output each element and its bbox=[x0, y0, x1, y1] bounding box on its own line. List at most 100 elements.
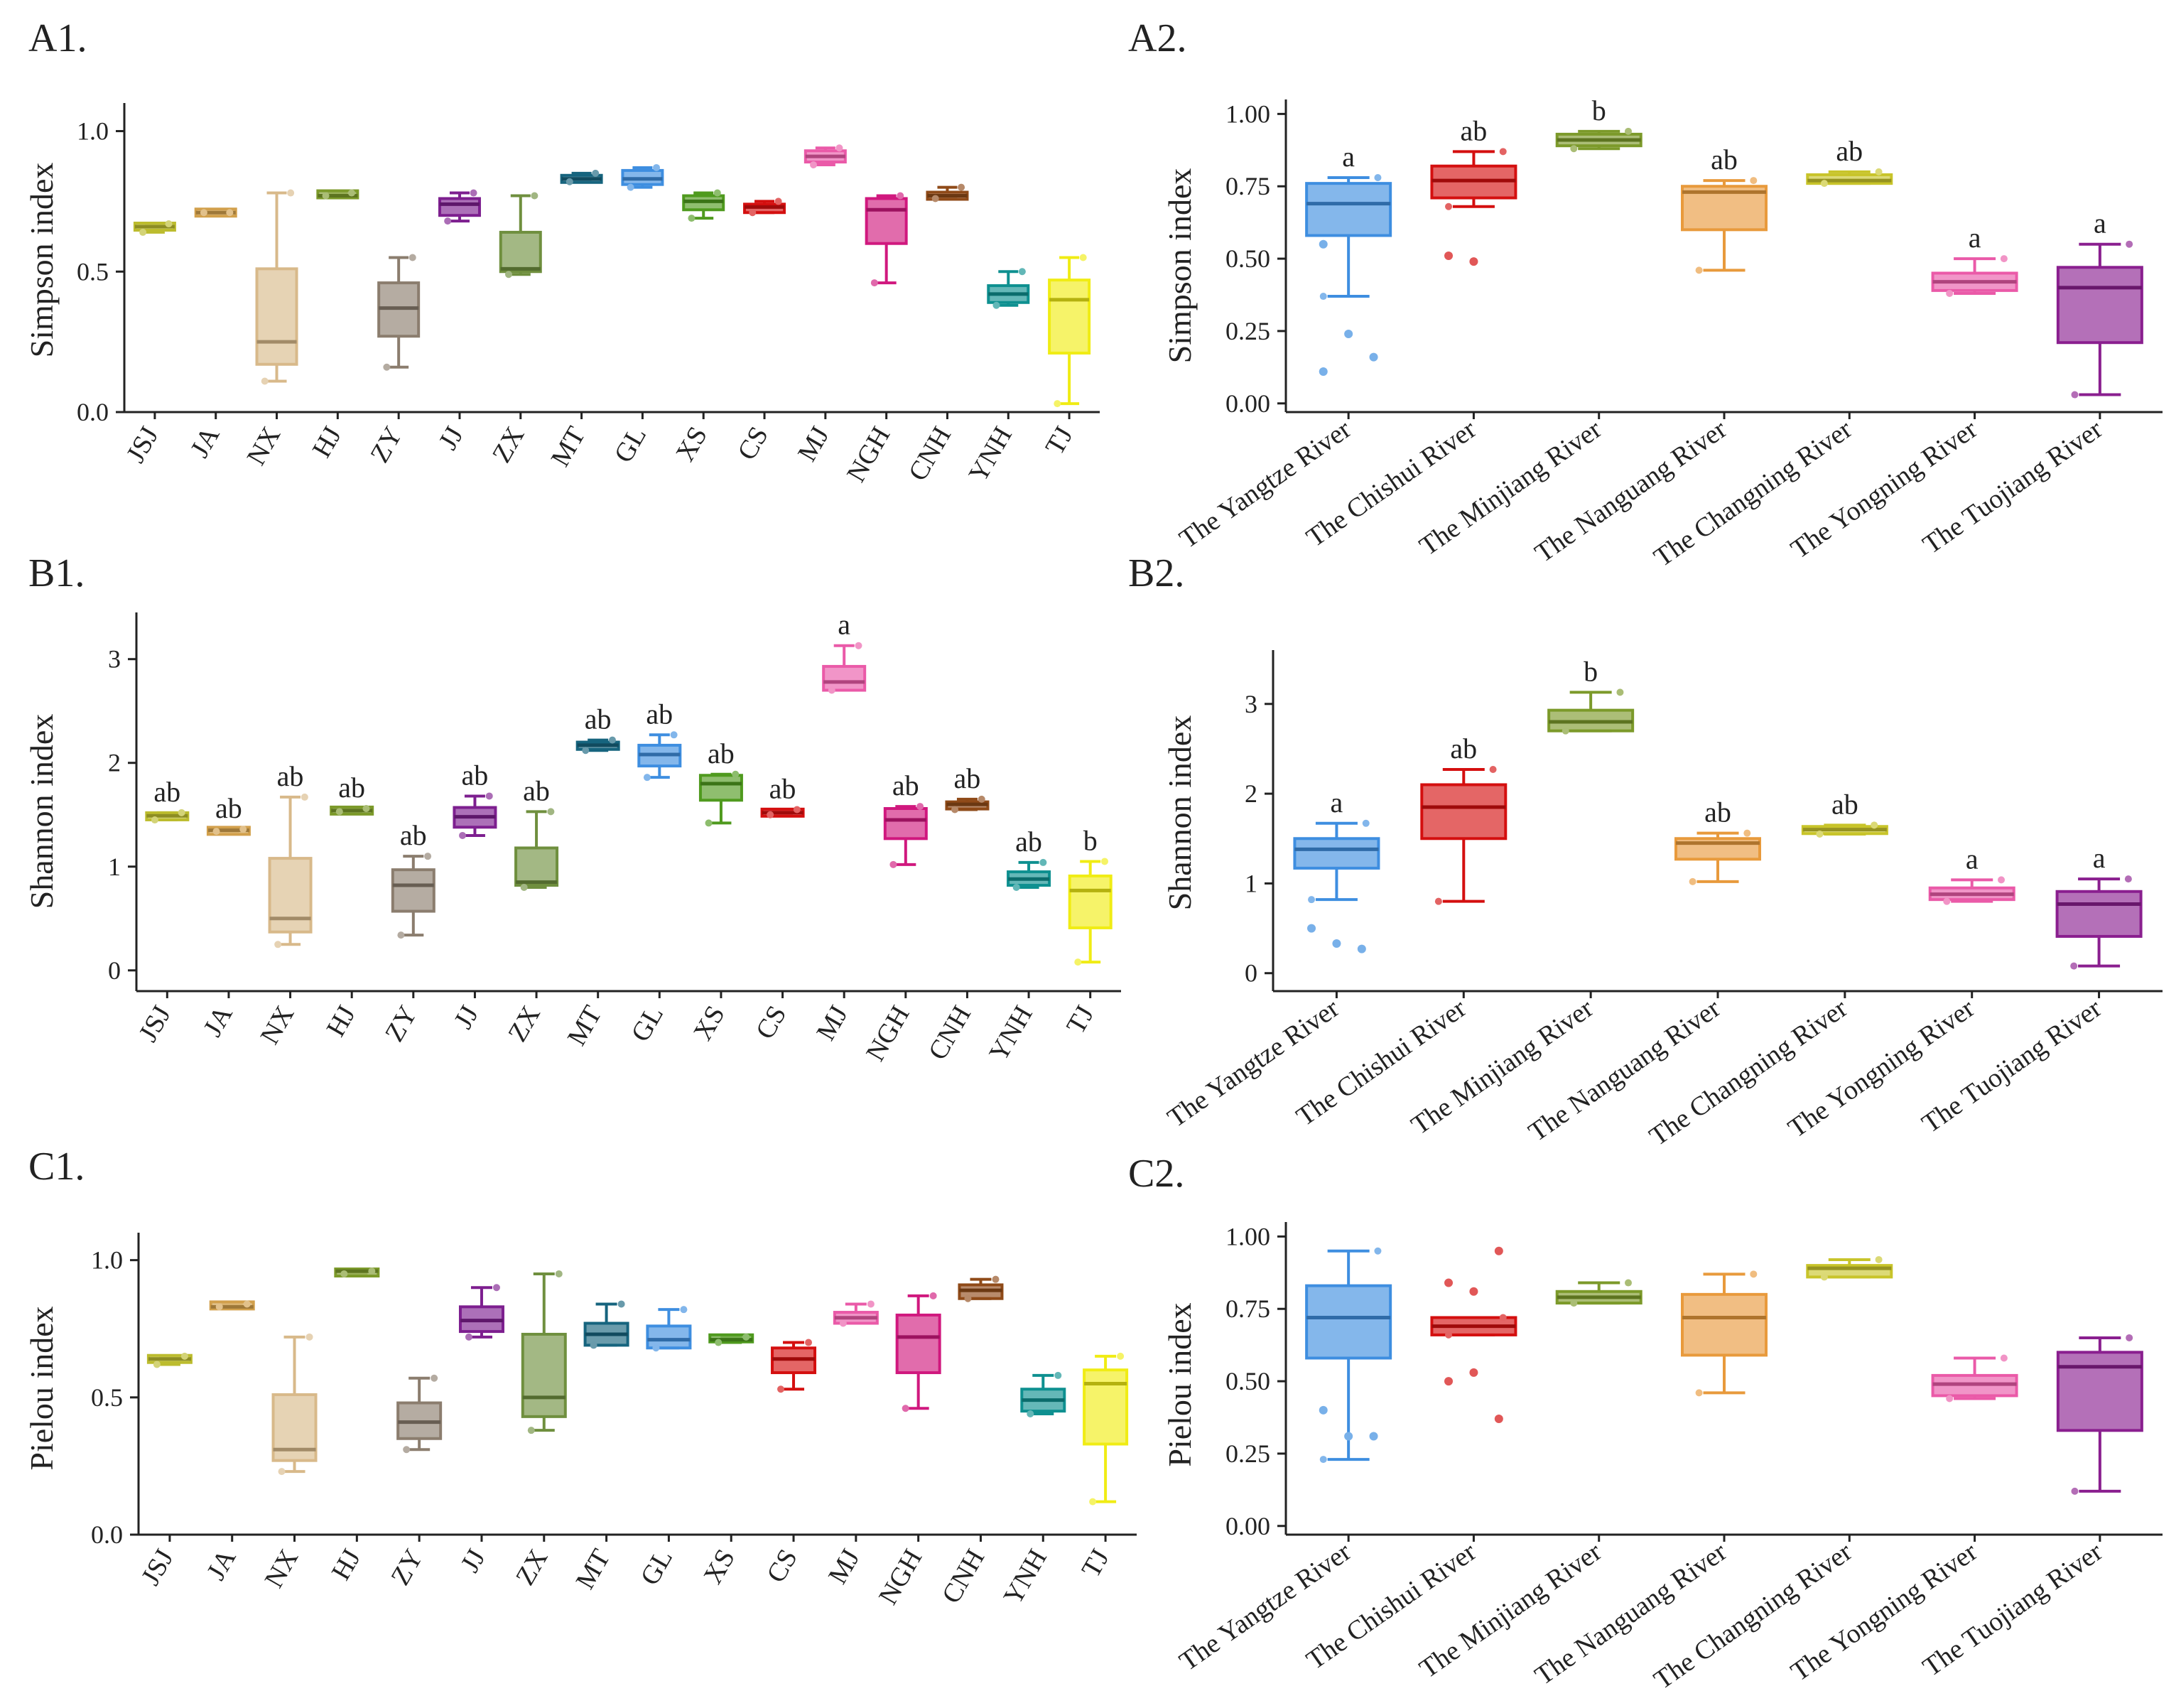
data-point bbox=[1445, 1331, 1453, 1339]
x-category-label: HJ bbox=[326, 1545, 367, 1586]
box-hj: HJ bbox=[326, 1268, 380, 1586]
significance-letter: ab bbox=[1015, 826, 1042, 858]
data-point bbox=[643, 774, 651, 782]
box-cnh: CNH bbox=[936, 1275, 1004, 1609]
panel-a1: A1. 0.0 0.5 1.0 Simpson index JSJ JA NX HJ ZY JJ ZX… bbox=[23, 16, 1100, 487]
x-category-label: CNH bbox=[936, 1545, 990, 1609]
data-point bbox=[444, 217, 452, 225]
data-point bbox=[1616, 688, 1624, 696]
data-point bbox=[305, 1333, 313, 1341]
box-body bbox=[2056, 1351, 2143, 1432]
x-category-label: GL bbox=[625, 1001, 669, 1047]
panel-label: B2. bbox=[1128, 551, 1184, 595]
data-point bbox=[680, 1306, 688, 1314]
y-axis-label: Pielou index bbox=[23, 1306, 60, 1470]
x-category-label: NX bbox=[242, 422, 287, 471]
data-point bbox=[470, 189, 477, 197]
x-category-label: NGH bbox=[841, 422, 897, 487]
data-point bbox=[2071, 1487, 2079, 1495]
outlier-point bbox=[1357, 944, 1366, 953]
data-point bbox=[1695, 266, 1703, 274]
y-tick-label: 1 bbox=[108, 853, 121, 881]
box-body bbox=[1083, 1368, 1129, 1446]
data-point bbox=[1871, 821, 1878, 829]
x-category-label: JSJ bbox=[133, 1001, 177, 1047]
box-ja: JA bbox=[185, 207, 237, 463]
data-point bbox=[1445, 202, 1453, 210]
data-point bbox=[485, 792, 493, 800]
outlier-point bbox=[1307, 924, 1316, 933]
data-point bbox=[178, 809, 185, 816]
data-point bbox=[200, 209, 207, 217]
box-body bbox=[255, 267, 298, 366]
box-gl: ab GL bbox=[625, 698, 682, 1047]
data-point bbox=[1625, 1279, 1633, 1287]
data-point bbox=[2071, 391, 2079, 399]
x-category-label: GL bbox=[608, 422, 652, 468]
significance-letter: a bbox=[1966, 843, 1979, 875]
box-xs: ab XS bbox=[688, 737, 743, 1046]
data-point bbox=[180, 1352, 188, 1360]
data-point bbox=[1018, 268, 1026, 276]
x-category-label: ZY bbox=[364, 422, 408, 468]
significance-letter: ab bbox=[646, 698, 673, 730]
x-category-label: The Changning River bbox=[1649, 414, 1858, 573]
y-tick-label: 3 bbox=[1245, 690, 1257, 718]
x-category-label: ZX bbox=[502, 1001, 546, 1047]
data-point bbox=[897, 192, 904, 200]
x-category-label: MT bbox=[546, 422, 592, 472]
outlier-point bbox=[1369, 352, 1378, 362]
data-point bbox=[688, 215, 696, 222]
data-point bbox=[431, 1374, 438, 1382]
box-body bbox=[1305, 182, 1392, 237]
x-category-label: TJ bbox=[1076, 1545, 1115, 1583]
outlier-point bbox=[1469, 257, 1478, 266]
x-category-label: MJ bbox=[811, 1001, 854, 1046]
data-point bbox=[527, 1427, 535, 1434]
box-tj: TJ bbox=[1040, 254, 1091, 460]
x-category-label: JA bbox=[185, 421, 226, 463]
data-point bbox=[565, 178, 573, 185]
data-point bbox=[1012, 883, 1020, 891]
x-category-label: TJ bbox=[1040, 422, 1079, 460]
data-point bbox=[715, 1339, 723, 1346]
box-xs: XS bbox=[670, 189, 725, 467]
data-point bbox=[964, 1294, 972, 1302]
y-axis-label: Shannon index bbox=[23, 714, 60, 909]
data-point bbox=[340, 1270, 348, 1277]
y-axis-label: Shannon index bbox=[1162, 715, 1198, 911]
data-point bbox=[212, 828, 220, 836]
data-point bbox=[301, 793, 308, 801]
data-point bbox=[139, 228, 147, 236]
significance-letter: ab bbox=[1711, 144, 1738, 175]
box-body bbox=[822, 664, 867, 692]
data-point bbox=[929, 1292, 937, 1299]
box-mj: MJ bbox=[823, 1300, 879, 1589]
data-point bbox=[1362, 819, 1370, 827]
significance-letter: ab bbox=[892, 769, 919, 801]
box-jj: ab JJ bbox=[448, 759, 497, 1034]
data-point bbox=[1074, 958, 1082, 966]
x-category-label: GL bbox=[634, 1545, 678, 1591]
box-gl: GL bbox=[634, 1306, 692, 1591]
box-body bbox=[1048, 279, 1091, 355]
data-point bbox=[1039, 858, 1047, 866]
significance-letter: ab bbox=[277, 760, 304, 792]
significance-letter: ab bbox=[1461, 114, 1488, 146]
data-point bbox=[243, 1300, 251, 1308]
x-category-label: JSJ bbox=[136, 1545, 180, 1591]
box-mt: ab MT bbox=[562, 703, 620, 1051]
data-point bbox=[555, 1270, 563, 1277]
x-category-label: YNH bbox=[963, 422, 1019, 487]
y-tick-label: 3 bbox=[108, 645, 121, 674]
x-category-label: JJ bbox=[448, 1001, 485, 1034]
outlier-point bbox=[1344, 1432, 1353, 1441]
y-tick-label: 0.75 bbox=[1225, 172, 1270, 200]
significance-letter: ab bbox=[585, 703, 612, 735]
box-body bbox=[865, 197, 908, 245]
data-point bbox=[1570, 145, 1578, 153]
